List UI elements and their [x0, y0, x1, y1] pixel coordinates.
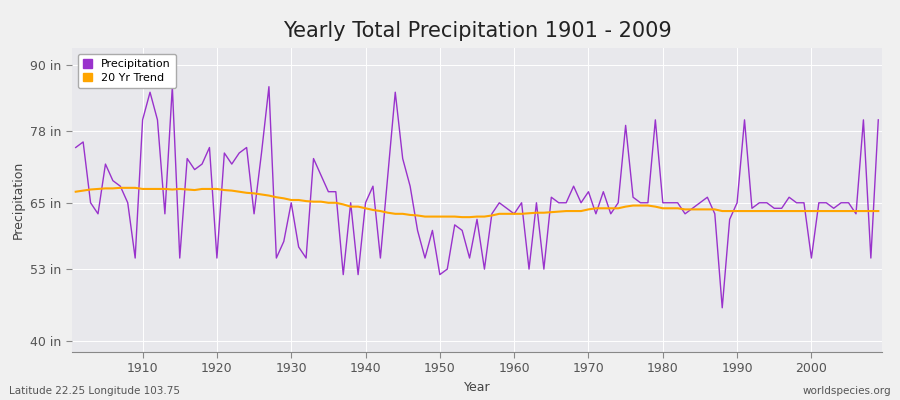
Text: worldspecies.org: worldspecies.org — [803, 386, 891, 396]
Y-axis label: Precipitation: Precipitation — [12, 161, 24, 239]
Legend: Precipitation, 20 Yr Trend: Precipitation, 20 Yr Trend — [77, 54, 176, 88]
Title: Yearly Total Precipitation 1901 - 2009: Yearly Total Precipitation 1901 - 2009 — [283, 21, 671, 41]
X-axis label: Year: Year — [464, 381, 490, 394]
Text: Latitude 22.25 Longitude 103.75: Latitude 22.25 Longitude 103.75 — [9, 386, 180, 396]
